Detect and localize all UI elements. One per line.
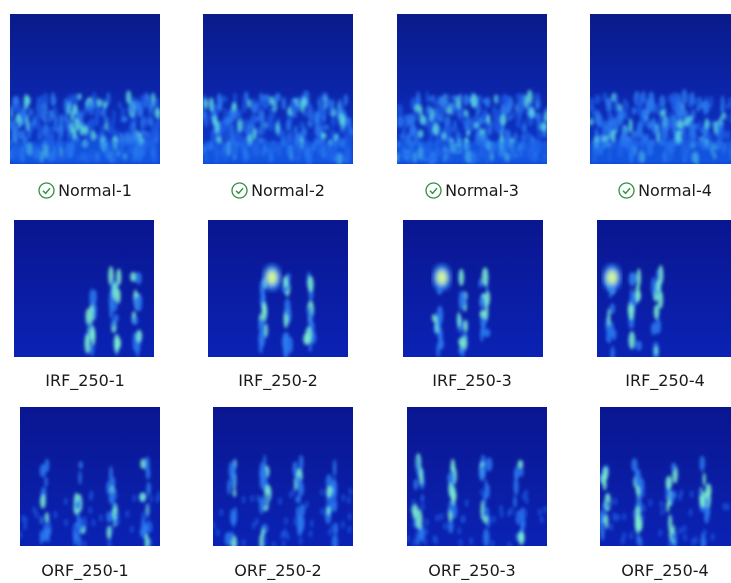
file-name[interactable]: IRF_250-1 xyxy=(0,371,180,391)
file-name-text: IRF_250-1 xyxy=(45,371,125,390)
file-name-text: ORF_250-1 xyxy=(41,561,128,580)
file-name-text: ORF_250-3 xyxy=(428,561,515,580)
file-name-text: ORF_250-4 xyxy=(621,561,708,580)
file-name-text: Normal-4 xyxy=(638,181,712,200)
file-name-text: Normal-3 xyxy=(445,181,519,200)
file-name-text: Normal-2 xyxy=(251,181,325,200)
file-name[interactable]: Normal-3 xyxy=(377,181,567,201)
file-name[interactable]: IRF_250-2 xyxy=(183,371,373,391)
thumbnail[interactable] xyxy=(590,14,731,164)
file-name[interactable]: ORF_250-2 xyxy=(183,561,373,581)
status-icon xyxy=(618,182,635,199)
thumbnail[interactable] xyxy=(397,14,547,164)
thumbnail[interactable] xyxy=(597,220,731,357)
file-explorer-view: (() => { const data = JSON.parse(documen… xyxy=(0,0,731,583)
file-name[interactable]: Normal-2 xyxy=(183,181,373,201)
thumbnail[interactable] xyxy=(203,14,353,164)
file-name[interactable]: Normal-1 xyxy=(0,181,180,201)
file-name[interactable]: ORF_250-1 xyxy=(0,561,180,581)
thumbnail[interactable] xyxy=(208,220,348,357)
status-icon xyxy=(425,182,442,199)
file-name[interactable]: ORF_250-3 xyxy=(377,561,567,581)
file-name-text: ORF_250-2 xyxy=(234,561,321,580)
file-name[interactable]: IRF_250-3 xyxy=(377,371,567,391)
thumbnail[interactable] xyxy=(403,220,543,357)
thumbnail[interactable] xyxy=(14,220,154,357)
file-name-text: IRF_250-4 xyxy=(625,371,705,390)
file-name[interactable]: Normal-4 xyxy=(570,181,731,201)
thumbnail[interactable] xyxy=(213,407,353,546)
file-name-text: IRF_250-3 xyxy=(432,371,512,390)
thumbnail[interactable] xyxy=(20,407,160,546)
file-name-text: Normal-1 xyxy=(58,181,132,200)
status-icon xyxy=(231,182,248,199)
thumbnail[interactable] xyxy=(10,14,160,164)
thumbnail[interactable] xyxy=(600,407,731,546)
file-name[interactable]: ORF_250-4 xyxy=(570,561,731,581)
file-name[interactable]: IRF_250-4 xyxy=(570,371,731,391)
status-icon xyxy=(38,182,55,199)
thumbnail[interactable] xyxy=(407,407,547,546)
file-name-text: IRF_250-2 xyxy=(238,371,318,390)
